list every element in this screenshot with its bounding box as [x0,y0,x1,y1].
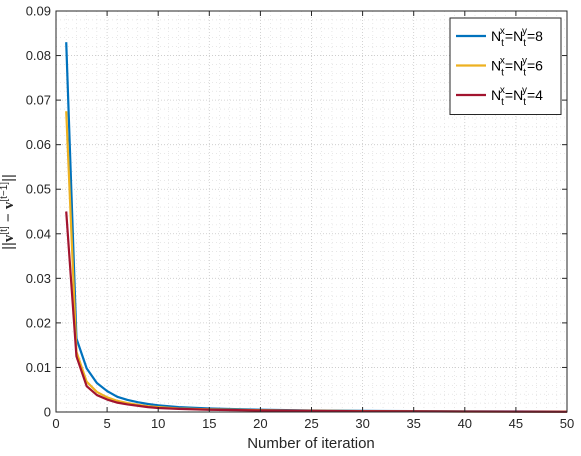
legend-label-1: Ntx=Nty=8 [491,26,543,49]
y-axis-label: ||v[t] − v[t−1]|| [0,174,17,250]
legend-label-part: t [501,68,504,79]
y-tick-labels: 0 0.01 0.02 0.03 0.04 0.05 0.06 0.07 0.08 0.09 [26,4,51,420]
legend-label-part: =N [505,58,523,74]
x-tick-labels: 0 5 10 15 20 25 30 35 40 45 50 [52,416,574,431]
y-tick-label: 0.03 [26,271,51,286]
legend-label-part: =6 [527,58,543,74]
y-tick-label: 0 [44,405,51,420]
legend-label-part: t [523,97,526,108]
x-axis-label: Number of iteration [247,435,375,452]
y-tick-label: 0.01 [26,360,51,375]
x-tick-label: 25 [304,416,318,431]
y-label-v2: v [1,201,17,209]
x-tick-label: 0 [52,416,59,431]
x-tick-label: 5 [103,416,110,431]
legend-label-part: N [491,87,501,103]
x-tick-label: 20 [253,416,267,431]
y-tick-label: 0.02 [26,315,51,330]
legend-label-part: N [491,28,501,44]
minor-grid [56,11,567,412]
x-tick-label: 35 [406,416,420,431]
y-label-minus: − [0,209,17,226]
y-tick-label: 0.07 [26,93,51,108]
legend-label-part: =4 [527,87,543,103]
legend-label-part: t [501,38,504,49]
y-label-norm-open: || [0,242,17,250]
legend-label-part: x [500,26,505,37]
y-label-sup1: [t] [0,226,10,235]
y-label-sup2: [t−1] [0,182,10,202]
y-tick-label: 0.08 [26,48,51,63]
legend-label-3: Ntx=Nty=4 [491,85,543,108]
y-tick-label: 0.05 [26,182,51,197]
y-tick-label: 0.04 [26,226,51,241]
legend-label-part: N [491,58,501,74]
y-tick-label: 0.09 [26,4,51,19]
x-tick-label: 50 [560,416,574,431]
legend-label-part: x [500,56,505,67]
x-tick-label: 40 [458,416,472,431]
x-tick-label: 15 [202,416,216,431]
x-tick-label: 10 [151,416,165,431]
legend-label-2: Ntx=Nty=6 [491,56,543,79]
legend-label-part: y [522,85,527,96]
legend-label-part: =N [505,87,523,103]
legend-label-part: y [522,26,527,37]
x-tick-label: 30 [355,416,369,431]
y-axis-label-text: ||v[t] − v[t−1]|| [0,174,17,250]
legend-label-part: t [523,38,526,49]
y-label-norm-close: || [0,174,17,182]
y-tick-label: 0.06 [26,137,51,152]
legend-label-part: y [522,56,527,67]
y-label-v1: v [1,234,17,242]
legend-label-part: t [501,97,504,108]
x-tick-label: 45 [509,416,523,431]
axis-ticks [55,10,568,413]
legend-label-part: t [523,68,526,79]
legend-label-part: =N [505,28,523,44]
legend-label-part: =8 [527,28,543,44]
legend-label-part: x [500,85,505,96]
